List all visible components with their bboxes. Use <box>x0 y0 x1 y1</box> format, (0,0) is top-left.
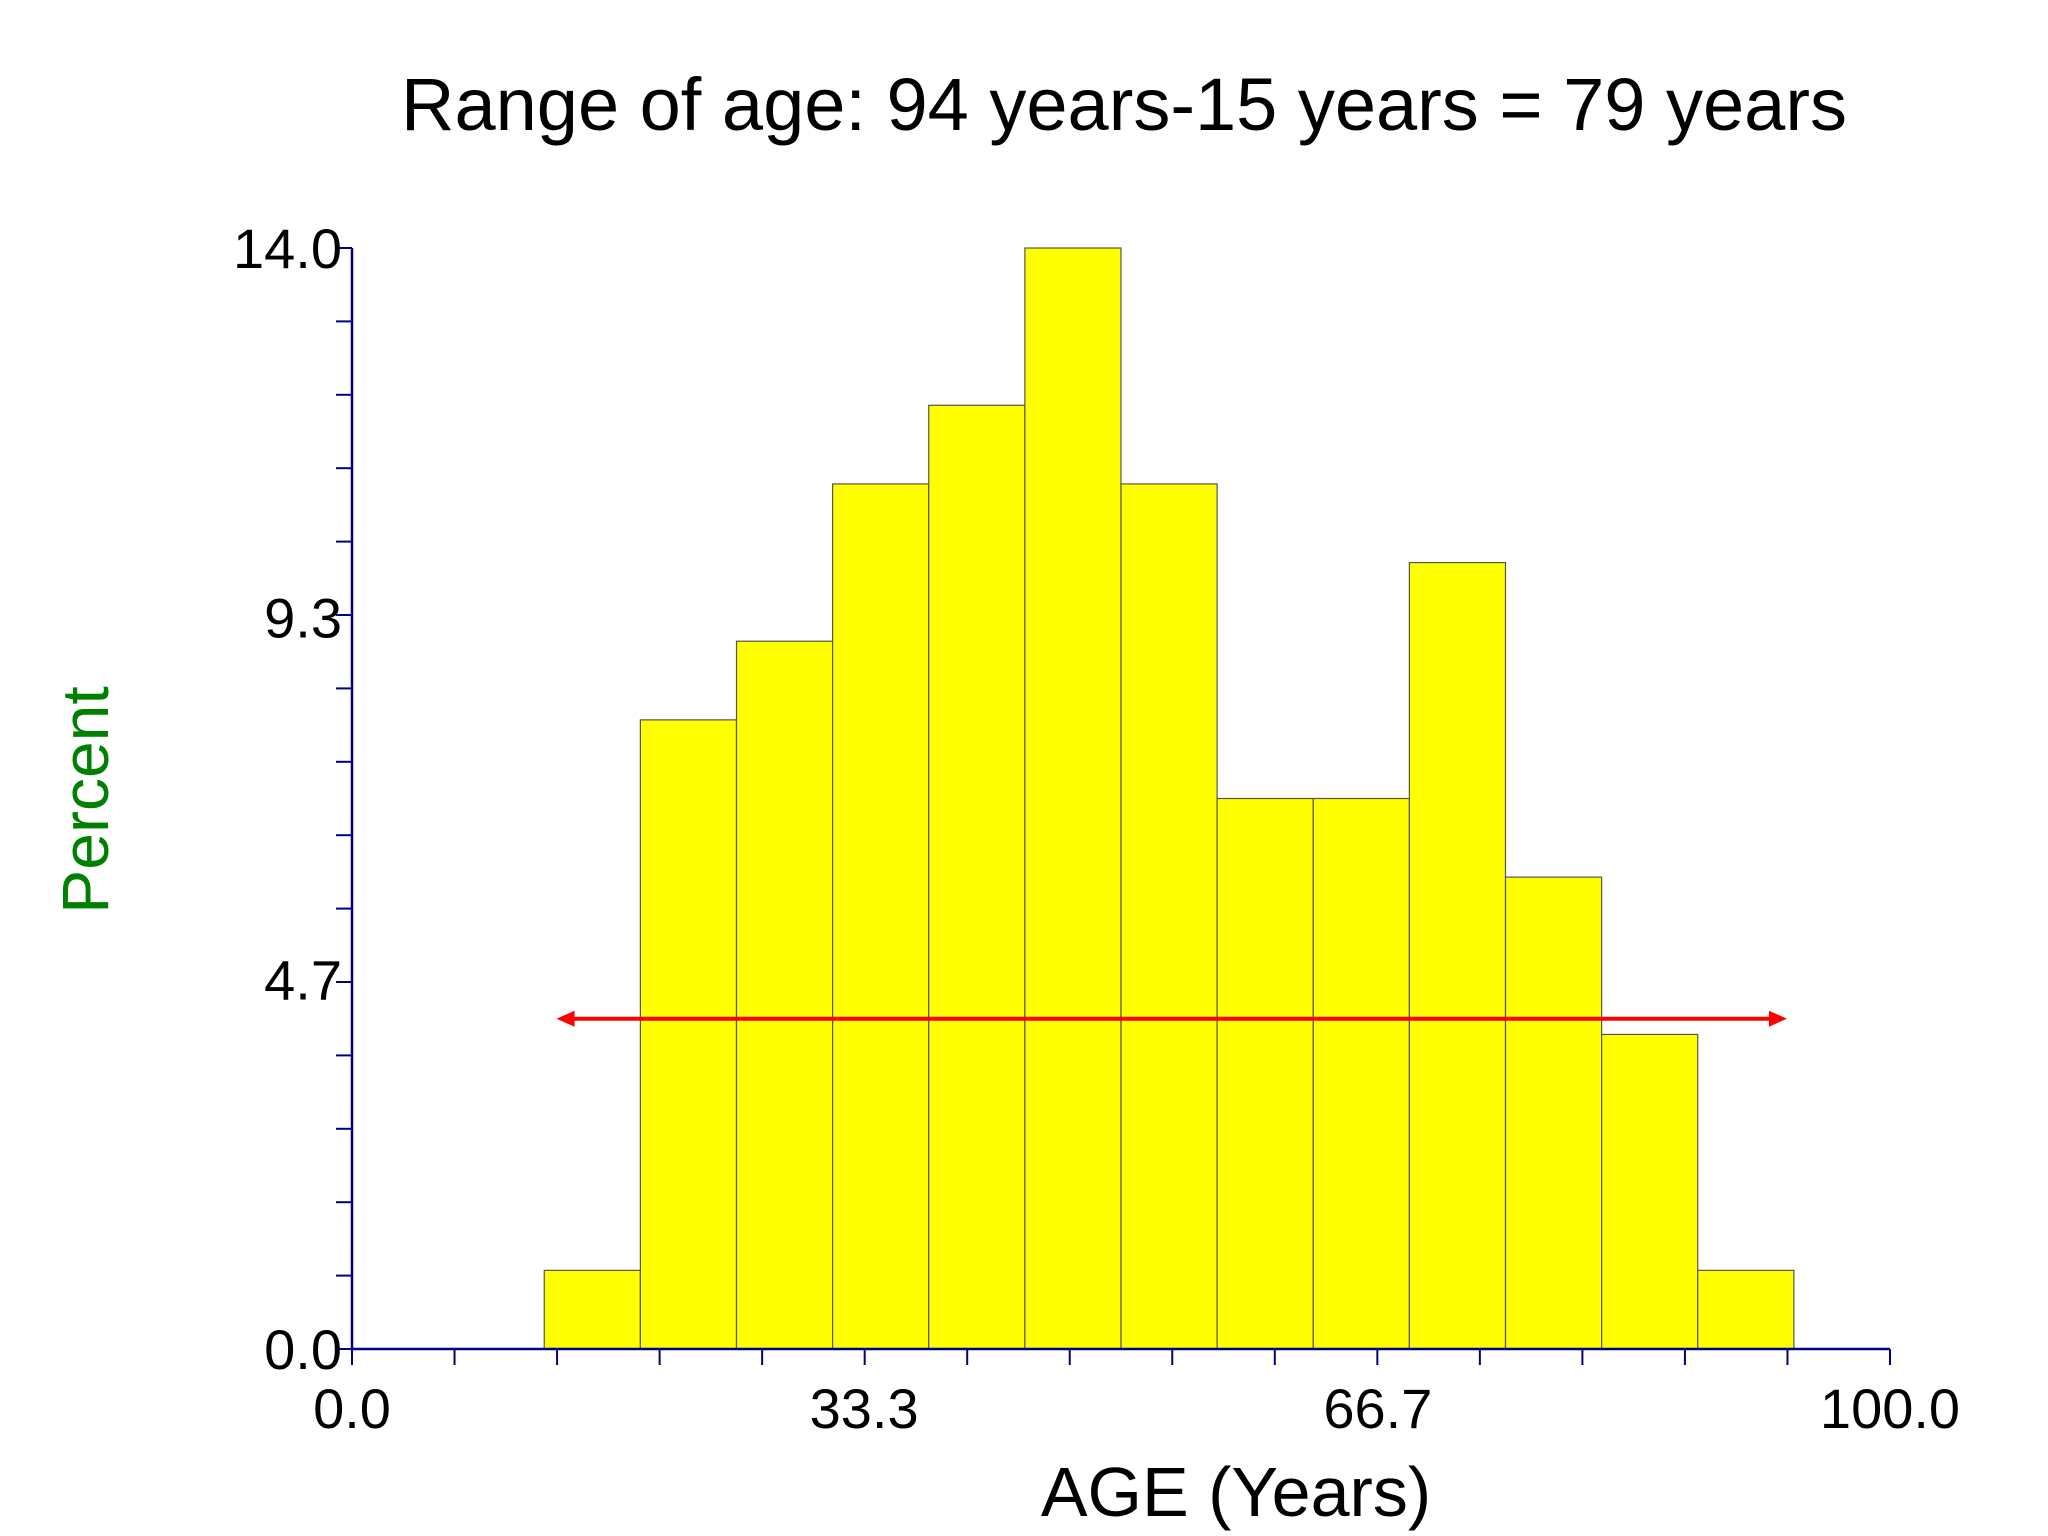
axes-group <box>336 247 1891 1365</box>
histogram-bar-9 <box>1312 797 1410 1350</box>
x-tick-label: 100.0 <box>1820 1377 1960 1440</box>
histogram-bar-5 <box>928 404 1026 1350</box>
range-arrow <box>556 1010 1787 1027</box>
histogram-bar-11 <box>1504 876 1603 1350</box>
x-axis-label: AGE (Years) <box>1041 1453 1431 1531</box>
histogram-bar-1 <box>543 1269 641 1350</box>
x-tick-label: 33.3 <box>810 1377 919 1440</box>
histogram-bar-2 <box>639 719 738 1350</box>
histogram-bar-4 <box>832 483 930 1350</box>
y-tick-label: 9.3 <box>264 587 342 650</box>
histogram-bar-8 <box>1216 797 1314 1350</box>
chart-title: Range of age: 94 years-15 years = 79 yea… <box>401 63 1847 146</box>
histogram-bar-13 <box>1697 1269 1795 1350</box>
histogram-bar-12 <box>1601 1033 1699 1350</box>
x-tick-label: 0.0 <box>313 1377 391 1440</box>
histogram-bar-3 <box>735 640 834 1350</box>
tick-labels: 0.0 4.7 9.3 14.0 0.0 33.3 66.7 100.0 <box>233 217 1960 1440</box>
range-arrow-head-left <box>556 1010 575 1027</box>
y-tick-label: 14.0 <box>233 217 342 280</box>
histogram-bar-6 <box>1024 247 1122 1350</box>
bars-group <box>543 247 1795 1350</box>
x-tick-label: 66.7 <box>1323 1377 1432 1440</box>
y-axis-label: Percent <box>48 686 122 913</box>
histogram-bar-7 <box>1120 483 1218 1350</box>
y-tick-label: 0.0 <box>264 1318 342 1381</box>
y-tick-label: 4.7 <box>264 948 342 1011</box>
histogram-bar-10 <box>1408 561 1507 1350</box>
range-arrow-head-right <box>1768 1010 1787 1027</box>
